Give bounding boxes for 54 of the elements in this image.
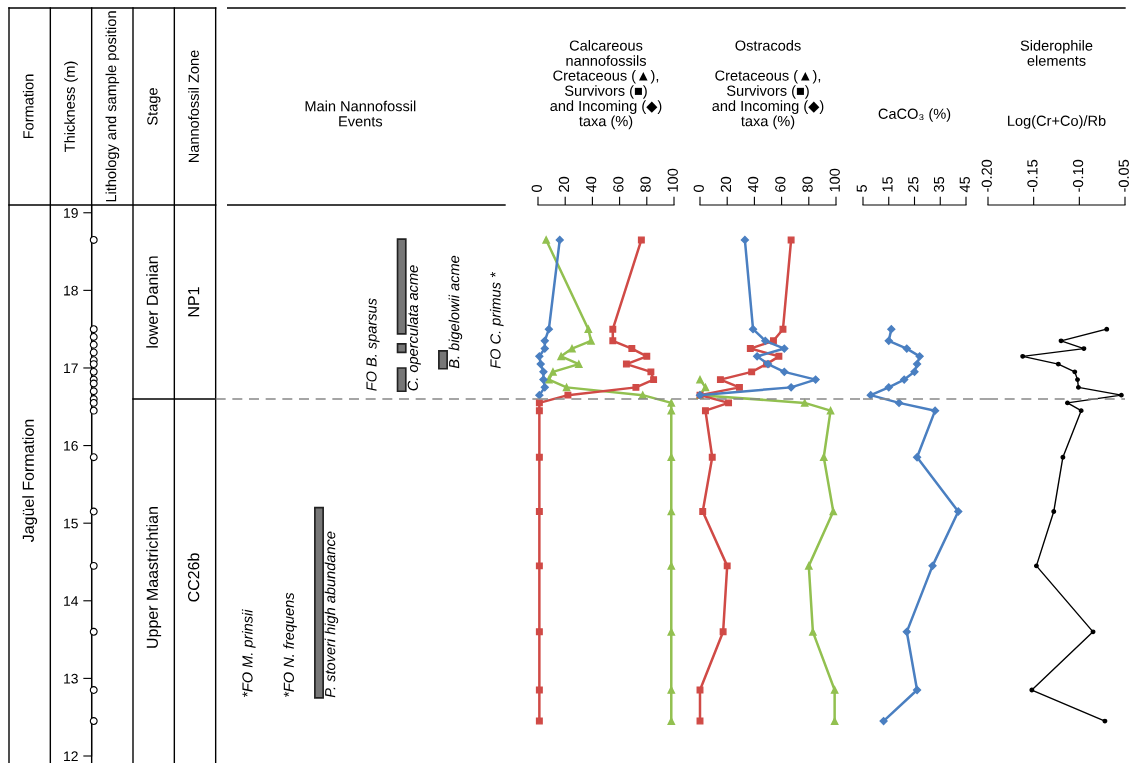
y-tick-label: 19 xyxy=(64,208,78,218)
annotation: FO C. primus * xyxy=(489,271,504,369)
annotation: NP1 xyxy=(188,287,200,317)
category-label: Stage xyxy=(147,88,161,125)
category-label: Nannofossil Zone xyxy=(188,50,199,163)
x-tick-label: 100 xyxy=(829,168,840,192)
x-tick-label: 35 xyxy=(933,176,945,192)
category-label: Formation xyxy=(22,74,34,139)
annotation: Jagüel Formation xyxy=(22,419,38,542)
x-tick-label: 20 xyxy=(720,176,732,192)
x-tick-label: -0.15 xyxy=(1027,159,1038,192)
y-tick-label: 12 xyxy=(64,751,78,762)
x-tick-label: -0.20 xyxy=(981,159,992,192)
annotation: C. operculata acme xyxy=(407,265,421,391)
x-tick-label: 0 xyxy=(693,184,704,192)
annotation: B. bigelowii acme xyxy=(448,255,463,369)
annotation: lower Danian xyxy=(146,256,158,348)
annotation: FO B. sparsus xyxy=(366,298,380,391)
x-tick-label: 5 xyxy=(856,185,867,192)
x-tick-label: 45 xyxy=(959,176,970,193)
y-tick-label: 17 xyxy=(64,363,78,373)
annotation: *FO M. prinsii xyxy=(241,609,256,697)
annotation: Upper Maastrichtian xyxy=(146,507,162,648)
x-tick-label: 0 xyxy=(531,184,542,192)
chart-title: Siderophile elements xyxy=(1020,40,1093,66)
annotation: P. stoveri high abundance xyxy=(324,531,339,698)
x-tick-label: -0.05 xyxy=(1118,159,1129,192)
chart-title: Calcareous nannofossils xyxy=(566,40,647,66)
x-tick-label: 100 xyxy=(667,168,678,192)
x-tick-label: 15 xyxy=(882,176,893,192)
x-tick-label: 60 xyxy=(775,176,786,192)
chart-subtitle: Cretaceous (▲), Survivors (■) and Incoming (◆) taxa (%) xyxy=(712,70,824,130)
x-tick-label: 80 xyxy=(640,176,651,192)
chart-title: Main Nannofossil Events xyxy=(305,100,416,127)
x-tick-label: -0.10 xyxy=(1072,159,1084,192)
x-tick-label: 40 xyxy=(747,176,759,193)
y-tick-label: 16 xyxy=(64,440,78,451)
annotation: CC26b xyxy=(187,553,200,602)
y-tick-label: 13 xyxy=(64,673,78,684)
annotation: *FO N. frequens xyxy=(283,592,297,697)
chart-subtitle: Cretaceous (▲), Survivors (■) and Incoming (◆) taxa (%) xyxy=(550,70,662,130)
y-tick-label: 14 xyxy=(64,596,79,606)
chart-subtitle: Log(Cr+Co)/Rb xyxy=(1008,115,1106,129)
x-tick-label: 25 xyxy=(908,176,919,192)
category-label: Lithology and sample position xyxy=(105,11,120,202)
y-tick-label: 15 xyxy=(64,518,78,529)
chart-title: CaCO₃ (%) xyxy=(878,108,951,122)
chart-title: Ostracods xyxy=(735,40,801,51)
category-label: Thickness (m) xyxy=(64,61,78,152)
x-tick-label: 60 xyxy=(613,176,624,192)
y-tick-label: 18 xyxy=(64,285,78,296)
x-tick-label: 40 xyxy=(585,176,597,193)
x-tick-label: 20 xyxy=(558,176,570,192)
x-tick-label: 80 xyxy=(802,176,813,192)
